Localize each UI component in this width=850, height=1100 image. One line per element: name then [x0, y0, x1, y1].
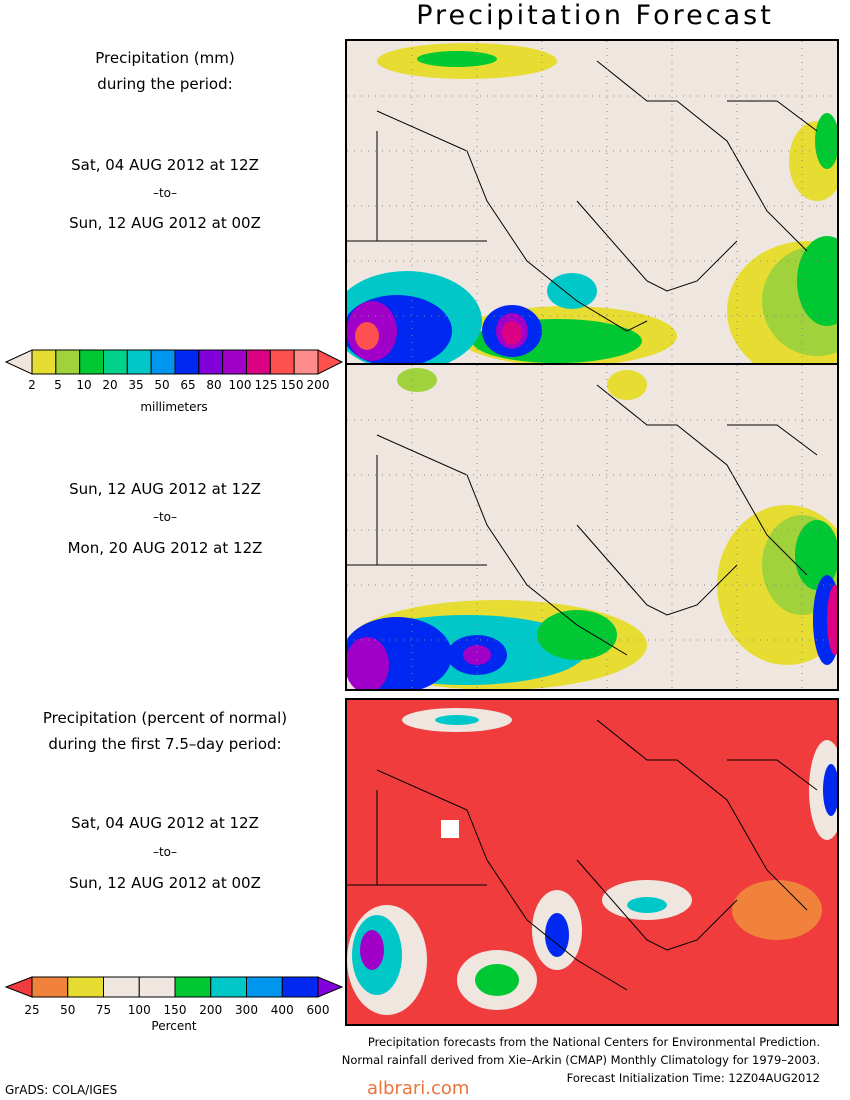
scale-tick-label: 25	[24, 1003, 40, 1017]
panel1-start-date: Sat, 04 AUG 2012 at 12Z	[71, 156, 259, 174]
scale-swatch	[55, 349, 81, 375]
scale-arrow-right	[317, 976, 344, 998]
panel1-to: –to–	[152, 186, 178, 200]
map-week1-graphic	[347, 41, 837, 363]
map-panel-week2	[345, 363, 839, 691]
scale-tick-label: 200	[199, 1003, 223, 1017]
panel1-heading-1: Precipitation (mm)	[95, 49, 235, 67]
pct-color-scale: 25 50 75 100 150 200 300 400 600 Percent	[4, 975, 344, 1035]
panel3-heading-1: Precipitation (percent of normal)	[42, 709, 288, 727]
panel2-start-date: Sun, 12 AUG 2012 at 12Z	[69, 480, 261, 498]
scale-tick-label: 65	[180, 378, 196, 392]
scale-tick-label: 150	[163, 1003, 187, 1017]
scale-tick-label: 100	[127, 1003, 151, 1017]
scale-tick-label: 100	[228, 378, 252, 392]
mm-color-scale: 2 5 10 20 35 50 65 80 100 125 150 200 millimeters	[4, 348, 344, 414]
panel3-heading-2: during the first 7.5–day period:	[48, 735, 282, 753]
scale-swatch	[31, 349, 57, 375]
scale-tick-label: 2	[28, 378, 36, 392]
scale-tick-label: 5	[54, 378, 62, 392]
mm-scale-bar	[4, 349, 344, 375]
scale-tick-label: 10	[76, 378, 92, 392]
scale-swatch	[138, 976, 176, 998]
scale-swatch	[103, 349, 128, 375]
panel2-to: –to–	[152, 510, 178, 524]
panel3-to: –to–	[152, 845, 178, 859]
mm-scale-unit: millimeters	[140, 400, 208, 414]
scale-swatch	[198, 349, 224, 375]
pct-scale-unit: Percent	[151, 1019, 197, 1033]
scale-swatch	[281, 976, 319, 998]
scale-swatch	[150, 349, 176, 375]
scale-tick-label: 75	[95, 1003, 112, 1017]
scale-swatch	[67, 976, 104, 998]
scale-swatch	[269, 349, 295, 375]
panel3-end-date: Sun, 12 AUG 2012 at 00Z	[69, 874, 261, 892]
scale-swatch	[174, 976, 212, 998]
scale-tick-label: 125	[254, 378, 278, 392]
scale-swatch	[222, 349, 248, 375]
scale-swatch	[126, 349, 152, 375]
footer-line-3: Forecast Initialization Time: 12Z04AUG20…	[566, 1071, 820, 1085]
scale-arrow-left	[4, 976, 33, 998]
map-panel-percent-normal	[345, 698, 839, 1026]
panel3-start-date: Sat, 04 AUG 2012 at 12Z	[71, 814, 259, 832]
scale-arrow-right	[317, 349, 344, 375]
grads-credit: GrADS: COLA/IGES	[5, 1083, 118, 1097]
footer-line-1: Precipitation forecasts from the Nationa…	[367, 1035, 820, 1049]
scale-arrow-left	[4, 349, 33, 375]
map-panel-week1	[345, 39, 839, 365]
scale-swatch	[174, 349, 200, 375]
map-percent-graphic	[347, 708, 837, 1015]
scale-tick-label: 80	[206, 378, 222, 392]
scale-tick-label: 400	[270, 1003, 294, 1017]
scale-swatch	[246, 349, 271, 375]
watermark: albrari.com	[367, 1078, 470, 1099]
scale-swatch	[79, 349, 104, 375]
scale-swatch	[31, 976, 69, 998]
scale-tick-label: 50	[60, 1003, 76, 1017]
panel1-heading-2: during the period:	[97, 75, 233, 93]
scale-swatch	[246, 976, 283, 998]
mm-scale-labels: 2 5 10 20 35 50 65 80 100 125 150 200	[4, 378, 344, 394]
scale-swatch	[103, 976, 140, 998]
footer-line-2: Normal rainfall derived from Xie–Arkin (…	[341, 1053, 820, 1067]
pct-scale-labels: 25 50 75 100 150 200 300 400 600	[4, 1003, 344, 1019]
scale-tick-label: 200	[306, 378, 330, 392]
panel2-end-date: Mon, 20 AUG 2012 at 12Z	[67, 539, 263, 557]
pct-scale-bar	[4, 976, 344, 998]
scale-tick-label: 150	[280, 378, 304, 392]
panel1-end-date: Sun, 12 AUG 2012 at 00Z	[69, 214, 261, 232]
scale-tick-label: 300	[235, 1003, 258, 1017]
scale-tick-label: 20	[102, 378, 118, 392]
scale-swatch	[210, 976, 247, 998]
page-title: Precipitation Forecast	[416, 0, 774, 31]
scale-tick-label: 50	[154, 378, 170, 392]
scale-tick-label: 35	[128, 378, 144, 392]
scale-tick-label: 600	[306, 1003, 330, 1017]
scale-swatch	[293, 349, 319, 375]
map-week2-graphic	[347, 365, 837, 689]
